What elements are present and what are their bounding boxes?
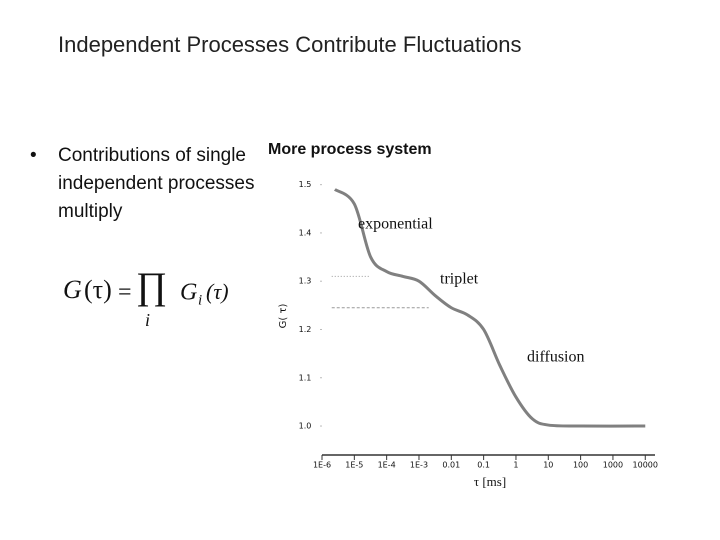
slide-title: Independent Processes Contribute Fluctua…: [58, 32, 522, 57]
y-tick-label: 1.1: [299, 373, 312, 382]
x-tick-label: 10: [543, 461, 553, 470]
formula-equals: =: [118, 280, 132, 306]
bullet-dot: •: [30, 145, 37, 166]
y-axis-label: G( τ): [278, 304, 289, 329]
x-tick-label: 1: [513, 461, 518, 470]
y-tick-label: 1.4: [299, 228, 312, 237]
formula-lhs: G: [63, 275, 82, 304]
x-axis-label: τ [ms]: [474, 474, 506, 489]
formula-product: ∏: [136, 266, 167, 308]
x-tick-label: 10000: [633, 461, 658, 470]
x-tick-label: 1000: [603, 461, 623, 470]
bullet-text: Contributions of single independent proc…: [58, 145, 255, 222]
x-tick-label: 100: [573, 461, 588, 470]
y-tick-label: 1.2: [299, 325, 312, 334]
x-tick-label: 0.1: [477, 461, 490, 470]
annotation: triplet: [440, 271, 479, 288]
annotation: diffusion: [527, 349, 584, 366]
formula-rhs: G: [180, 280, 197, 306]
formula-lhs-arg: (τ): [84, 275, 112, 304]
x-tick-label: 1E-6: [313, 461, 331, 470]
curve: [333, 188, 646, 428]
bullet: • Contributions of single independent pr…: [30, 142, 260, 226]
y-tick-label: 1.0: [299, 422, 312, 431]
chart-title: More process system: [268, 141, 432, 158]
x-tick-label: 1E-4: [378, 461, 396, 470]
formula-index: i: [145, 310, 150, 330]
formula-rhs-arg: (τ): [206, 279, 229, 304]
y-tick-label: 1.5: [299, 180, 312, 189]
y-tick-label: 1.3: [299, 277, 312, 286]
x-tick-label: 1E-3: [410, 461, 428, 470]
formula-rhs-index: i: [198, 292, 202, 308]
annotation: exponential: [358, 216, 433, 233]
x-tick-label: 0.01: [442, 461, 460, 470]
x-tick-label: 1E-5: [345, 461, 363, 470]
formula: G (τ) = ∏ i G i (τ): [63, 266, 229, 330]
